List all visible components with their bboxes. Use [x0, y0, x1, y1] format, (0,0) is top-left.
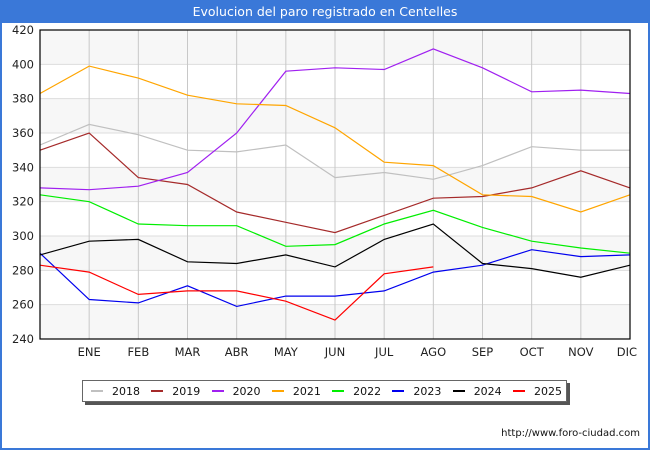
x-tick-label: FEB: [127, 345, 149, 359]
legend-item-2025: 2025: [512, 384, 562, 398]
x-tick-label: NOV: [568, 345, 593, 359]
legend-label: 2025: [533, 384, 562, 398]
legend-swatch: [452, 390, 465, 392]
y-tick-label: 320: [12, 195, 34, 209]
legend-label: 2023: [413, 384, 442, 398]
legend-label: 2021: [292, 384, 321, 398]
footer-url: http://www.foro-ciudad.com: [501, 428, 640, 439]
x-tick-label: DIC: [617, 345, 637, 359]
legend-item-2019: 2019: [151, 385, 200, 398]
y-tick-label: 260: [12, 298, 34, 312]
legend-swatch: [91, 390, 103, 392]
y-tick-label: 280: [12, 263, 34, 277]
legend-label: 2022: [353, 384, 382, 398]
series-line-2022: [39, 194, 631, 254]
series-line-2023: [39, 249, 631, 308]
y-tick-label: 360: [12, 126, 34, 140]
x-tick-label: ENE: [78, 345, 101, 359]
legend-swatch: [332, 390, 345, 392]
legend: 2018 2019 2020 2021 2022 2023 2024 2025: [82, 380, 567, 402]
y-axis-ticks: 240 260 280 300 320 340 360 380 400 420: [12, 23, 34, 346]
plot-border: [39, 29, 631, 340]
legend-label: 2019: [172, 384, 201, 398]
x-tick-label: JUL: [374, 345, 394, 359]
y-tick-label: 420: [12, 23, 34, 37]
legend-swatch: [512, 390, 525, 392]
legend-item-2018: 2018: [91, 385, 140, 398]
x-tick-label: OCT: [520, 345, 545, 359]
legend-item-2020: 2020: [211, 384, 261, 398]
chart-title: Evolucion del paro registrado en Centell…: [0, 0, 650, 23]
series-line-2020: [39, 48, 631, 191]
series-lines: [39, 48, 631, 321]
legend-item-2023: 2023: [392, 385, 441, 398]
legend-item-2024: 2024: [452, 384, 502, 398]
legend-item-2022: 2022: [332, 385, 381, 398]
legend-swatch: [211, 390, 224, 392]
legend-swatch: [151, 390, 164, 392]
legend-swatch: [392, 390, 405, 392]
legend-label: 2024: [473, 384, 502, 398]
legend-label: 2020: [232, 384, 261, 398]
legend-item-2021: 2021: [271, 384, 321, 398]
x-tick-label: MAY: [274, 345, 299, 359]
y-tick-label: 380: [12, 92, 34, 106]
series-line-2018: [39, 123, 630, 180]
x-tick-label: AGO: [421, 345, 447, 359]
y-tick-label: 240: [12, 332, 34, 346]
x-tick-label: JUN: [324, 345, 345, 359]
y-tick-label: 300: [12, 229, 34, 243]
series-line-2025: [39, 264, 434, 321]
axes: [39, 29, 631, 340]
x-axis-ticks: ENE FEB MAR ABR MAY JUN JUL AGO SEP OCT NOV DIC: [78, 345, 637, 359]
x-tick-label: MAR: [175, 345, 201, 359]
x-tick-label: SEP: [472, 345, 494, 359]
legend-label: 2018: [112, 384, 140, 398]
series-line-2019: [39, 132, 631, 234]
x-tick-label: ABR: [225, 345, 249, 359]
y-tick-label: 340: [12, 160, 34, 174]
legend-swatch: [271, 390, 284, 392]
series-line-2021: [39, 65, 631, 213]
y-tick-label: 400: [12, 57, 34, 71]
